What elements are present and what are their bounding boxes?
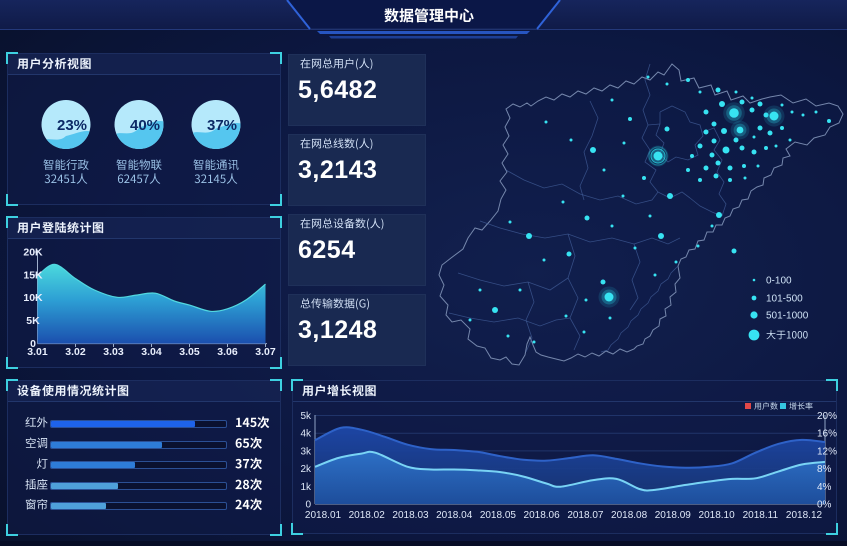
svg-text:2018.02: 2018.02 (349, 510, 386, 521)
svg-text:10K: 10K (23, 292, 43, 304)
svg-text:37%: 37% (207, 117, 237, 134)
svg-text:4%: 4% (817, 482, 832, 493)
svg-text:23%: 23% (57, 117, 87, 134)
svg-text:2018.07: 2018.07 (567, 510, 604, 521)
svg-text:2018.01: 2018.01 (305, 510, 342, 521)
svg-text:3k: 3k (300, 446, 312, 457)
svg-text:2018.04: 2018.04 (436, 510, 473, 521)
svg-text:15K: 15K (23, 269, 43, 281)
svg-text:20%: 20% (817, 411, 837, 422)
svg-text:2018.06: 2018.06 (524, 510, 561, 521)
svg-text:2018.10: 2018.10 (699, 510, 736, 521)
svg-text:12%: 12% (817, 446, 837, 457)
svg-text:3.06: 3.06 (217, 346, 238, 358)
svg-text:0-100: 0-100 (766, 276, 792, 287)
svg-text:5k: 5k (300, 411, 312, 422)
svg-text:101-500: 101-500 (766, 294, 803, 305)
svg-text:2018.03: 2018.03 (392, 510, 429, 521)
svg-text:2018.08: 2018.08 (611, 510, 648, 521)
svg-text:4k: 4k (300, 429, 312, 440)
svg-text:0: 0 (30, 338, 36, 350)
svg-text:3.03: 3.03 (103, 346, 124, 358)
svg-text:20K: 20K (23, 246, 43, 258)
svg-text:5K: 5K (26, 315, 40, 327)
svg-text:1k: 1k (300, 482, 312, 493)
svg-text:2018.09: 2018.09 (655, 510, 692, 521)
svg-text:0: 0 (305, 500, 311, 511)
svg-text:3.04: 3.04 (141, 346, 162, 358)
svg-text:3.07: 3.07 (255, 346, 276, 358)
svg-text:16%: 16% (817, 429, 837, 440)
svg-text:2018.11: 2018.11 (743, 510, 779, 521)
svg-text:2k: 2k (300, 464, 312, 475)
svg-text:501-1000: 501-1000 (766, 311, 809, 322)
svg-text:3.01: 3.01 (27, 346, 48, 358)
svg-text:2018.05: 2018.05 (480, 510, 517, 521)
svg-text:0%: 0% (817, 500, 832, 511)
svg-text:40%: 40% (130, 117, 160, 134)
svg-text:8%: 8% (817, 464, 832, 475)
svg-text:3.02: 3.02 (65, 346, 86, 358)
svg-text:3.05: 3.05 (179, 346, 200, 358)
svg-text:2018.12: 2018.12 (786, 510, 823, 521)
